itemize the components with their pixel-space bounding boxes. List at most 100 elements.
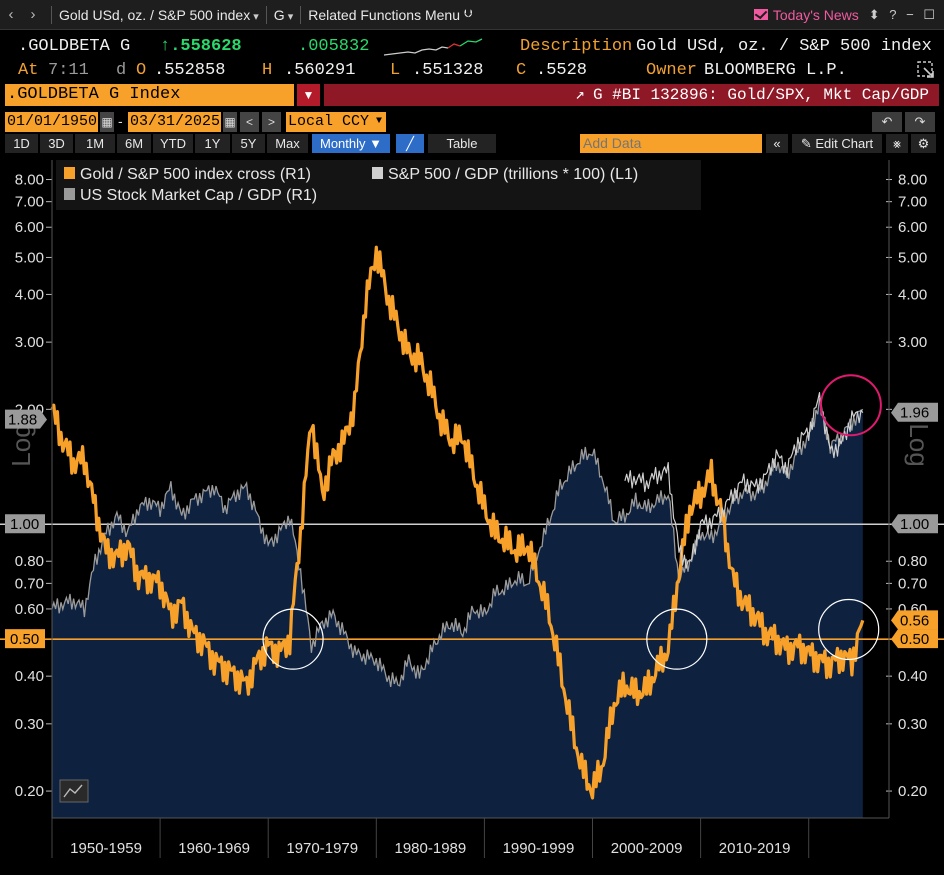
x-tick-label: 1970-1979	[286, 840, 358, 857]
range-5y[interactable]: 5Y	[232, 134, 265, 153]
resize-icon[interactable]	[916, 60, 936, 80]
annotations	[59, 374, 882, 803]
spx-gdp-line	[624, 392, 864, 569]
range-bar: 1D 3D 1M 6M YTD 1Y 5Y Max Monthly ▼ ╱ Ta…	[0, 134, 944, 154]
frequency-select[interactable]: Monthly ▼	[312, 134, 390, 153]
sparkline	[383, 38, 483, 56]
y-tick-label-left: 4.00	[15, 286, 44, 303]
y-tick-label-right: 4.00	[898, 286, 927, 303]
y-tick-label-right: 5.00	[898, 249, 927, 266]
add-data-input[interactable]	[580, 134, 762, 153]
envelope-icon	[753, 9, 768, 20]
at-label: At	[18, 61, 39, 80]
reference-label-right: 1.00	[900, 516, 929, 533]
y-tick-label-left: 3.00	[15, 334, 44, 351]
chart-area[interactable]: 1.00 1.00 0.50 0.50 8.00 8.00 7.00 7.00 6.00 6.0…	[0, 155, 944, 875]
range-3d[interactable]: 3D	[40, 134, 73, 153]
date-separator: -	[118, 113, 123, 129]
double-chevron-down-icon[interactable]: ⮋	[464, 8, 473, 20]
gear-icon[interactable]: ⚙	[911, 134, 936, 153]
y-tick-label-right: 7.00	[898, 194, 927, 211]
y-tick-label-left: 0.30	[15, 716, 44, 733]
ticker-field[interactable]: .GOLDBETA G Index	[5, 84, 294, 106]
chevron-right-icon[interactable]: ›	[30, 6, 36, 23]
legend-swatch	[64, 167, 75, 179]
y-tick-label-right: 3.00	[898, 334, 927, 351]
y-tick-label-left: 0.40	[15, 668, 44, 685]
function-menu[interactable]: G	[274, 7, 293, 23]
prev-period-button[interactable]: <	[240, 112, 259, 132]
quote-time: 7:11	[48, 61, 89, 80]
todays-news-link[interactable]: Today's News	[753, 7, 859, 23]
related-functions-menu[interactable]: Related Functions Menu	[308, 6, 460, 23]
description-label: Description	[520, 37, 633, 56]
undo-button[interactable]: ↶	[872, 112, 902, 132]
reference-tag-bg	[5, 514, 45, 534]
end-date-field[interactable]: 03/31/2025	[128, 112, 221, 132]
y-tick-label-right: 0.80	[898, 553, 927, 570]
range-ytd[interactable]: YTD	[153, 134, 193, 153]
chevron-left-icon[interactable]: ‹	[8, 6, 14, 23]
end-tag-right: 0.56	[891, 610, 938, 630]
y-tick-label-left: 0.70	[15, 575, 44, 592]
end-tag-bg	[891, 610, 938, 630]
line-chart-icon[interactable]: ╱	[396, 134, 424, 153]
start-date-field[interactable]: 01/01/1950	[5, 112, 98, 132]
legend-swatch	[372, 167, 383, 179]
next-period-button[interactable]: >	[262, 112, 281, 132]
nav-divider	[300, 5, 302, 24]
collapse-button[interactable]: «	[766, 134, 788, 153]
area-fill	[52, 398, 863, 818]
y-tick-label-left: 5.00	[15, 249, 44, 266]
range-1y[interactable]: 1Y	[195, 134, 230, 153]
log-scale-label-left: Log	[6, 423, 36, 466]
open-value: .552858	[154, 61, 226, 80]
y-tick-label-right: 8.00	[898, 172, 927, 189]
range-max[interactable]: Max	[267, 134, 308, 153]
range-1d[interactable]: 1D	[5, 134, 38, 153]
ticker-dropdown-icon[interactable]: ▼	[297, 84, 320, 106]
end-tag-left: 1.88	[5, 409, 47, 429]
market-cap-gdp-line	[51, 398, 864, 688]
calendar-icon[interactable]: ▦	[223, 112, 237, 132]
chart-settings-icon[interactable]: ⨳	[886, 134, 908, 153]
owner-value: BLOOMBERG L.P.	[704, 61, 847, 80]
chart-type-icon	[59, 779, 89, 803]
table-button[interactable]: Table	[428, 134, 496, 153]
annotation-circle	[818, 598, 880, 661]
description-value: Gold USd, oz. / S&P 500 index	[636, 37, 932, 56]
high-label: H	[262, 61, 273, 80]
range-6m[interactable]: 6M	[117, 134, 151, 153]
reference-tag-left: 1.00	[5, 514, 45, 534]
redo-button[interactable]: ↷	[905, 112, 935, 132]
open-label: O	[136, 61, 147, 80]
low-label: L	[390, 61, 401, 80]
window-controls[interactable]: ⬍ ? − ☐	[868, 6, 938, 22]
end-tag-right: 1.96	[891, 402, 938, 422]
series-lines	[50, 245, 865, 800]
legend-label: Gold / S&P 500 index cross (R1)	[80, 166, 311, 183]
x-tick-label: 1950-1959	[70, 840, 142, 857]
currency-select[interactable]: Local CCY ▼	[286, 112, 386, 132]
end-tag-bg	[891, 402, 938, 422]
last-price: ↑.558628	[160, 37, 242, 56]
legend-label: US Stock Market Cap / GDP (R1)	[80, 187, 317, 204]
reference-tag-right: 0.50	[891, 629, 938, 649]
x-tick-label: 1980-1989	[394, 840, 466, 857]
d-label: d	[116, 61, 127, 80]
reference-tag-left: 0.50	[5, 629, 45, 649]
currency-chevron-icon: ▼	[375, 116, 382, 127]
calendar-icon[interactable]: ▦	[100, 112, 114, 132]
reference-tag-bg	[891, 629, 938, 649]
security-menu[interactable]: Gold USd, oz. / S&P 500 index	[59, 7, 259, 23]
y-tick-label-left: 6.00	[15, 219, 44, 236]
edit-chart-button[interactable]: ✎ Edit Chart	[792, 134, 882, 153]
area-layer	[52, 398, 863, 818]
open-external-icon[interactable]: ↗	[575, 86, 585, 104]
currency-value: Local CCY	[288, 113, 370, 130]
legend: Gold / S&P 500 index cross (R1) S&P 500 /…	[56, 160, 701, 210]
chart-title-bar: ↗ G #BI 132896: Gold/SPX, Mkt Cap/GDP	[324, 84, 939, 106]
range-1m[interactable]: 1M	[75, 134, 115, 153]
chart-title: G #BI 132896: Gold/SPX, Mkt Cap/GDP	[592, 86, 929, 104]
reference-tag-right: 1.00	[891, 514, 938, 534]
